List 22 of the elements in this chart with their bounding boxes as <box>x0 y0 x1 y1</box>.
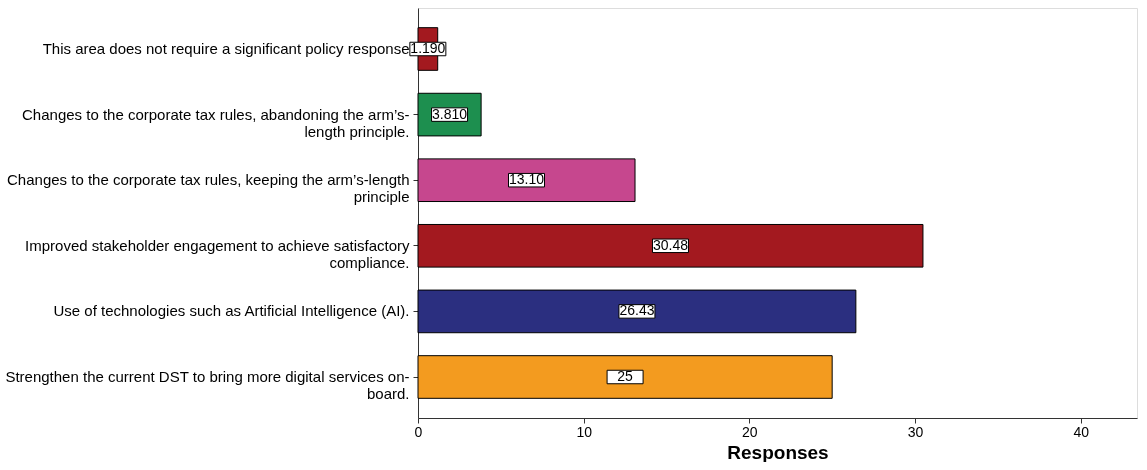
bar <box>417 355 833 399</box>
bar <box>417 289 857 334</box>
x-tick-label: 0 <box>414 423 423 440</box>
y-tick-label: Strengthen the current DST to bring more digital services on- board. <box>5 368 410 402</box>
y-tick-label: Changes to the corporate tax rules, keeping the arm’s-length principle <box>7 171 410 206</box>
y-tick-label: Use of technologies such as Artificial Intelligence (AI). <box>53 302 410 320</box>
data-label: 1.190 <box>410 40 446 56</box>
x-tick-label: 10 <box>576 423 593 440</box>
data-label: 25 <box>617 368 634 384</box>
bar <box>417 223 924 268</box>
data-label: 30.48 <box>652 236 689 253</box>
y-tick-label: Changes to the corporate tax rules, abandoning the arm’s- length principle. <box>22 105 410 140</box>
y-tick-label: Improved stakeholder engagement to achieve satisfactory compliance. <box>25 236 410 271</box>
bar <box>417 158 636 203</box>
data-label: 26.43 <box>619 302 655 319</box>
x-tick-label: 40 <box>1073 423 1090 440</box>
x-tick-label: 30 <box>907 423 924 440</box>
x-axis-title: Responses <box>727 441 829 463</box>
x-tick-label: 20 <box>742 423 758 440</box>
data-label: 3.810 <box>432 105 468 122</box>
data-label: 13.10 <box>508 171 545 188</box>
y-tick-label: This area does not require a significant policy response <box>42 40 410 57</box>
